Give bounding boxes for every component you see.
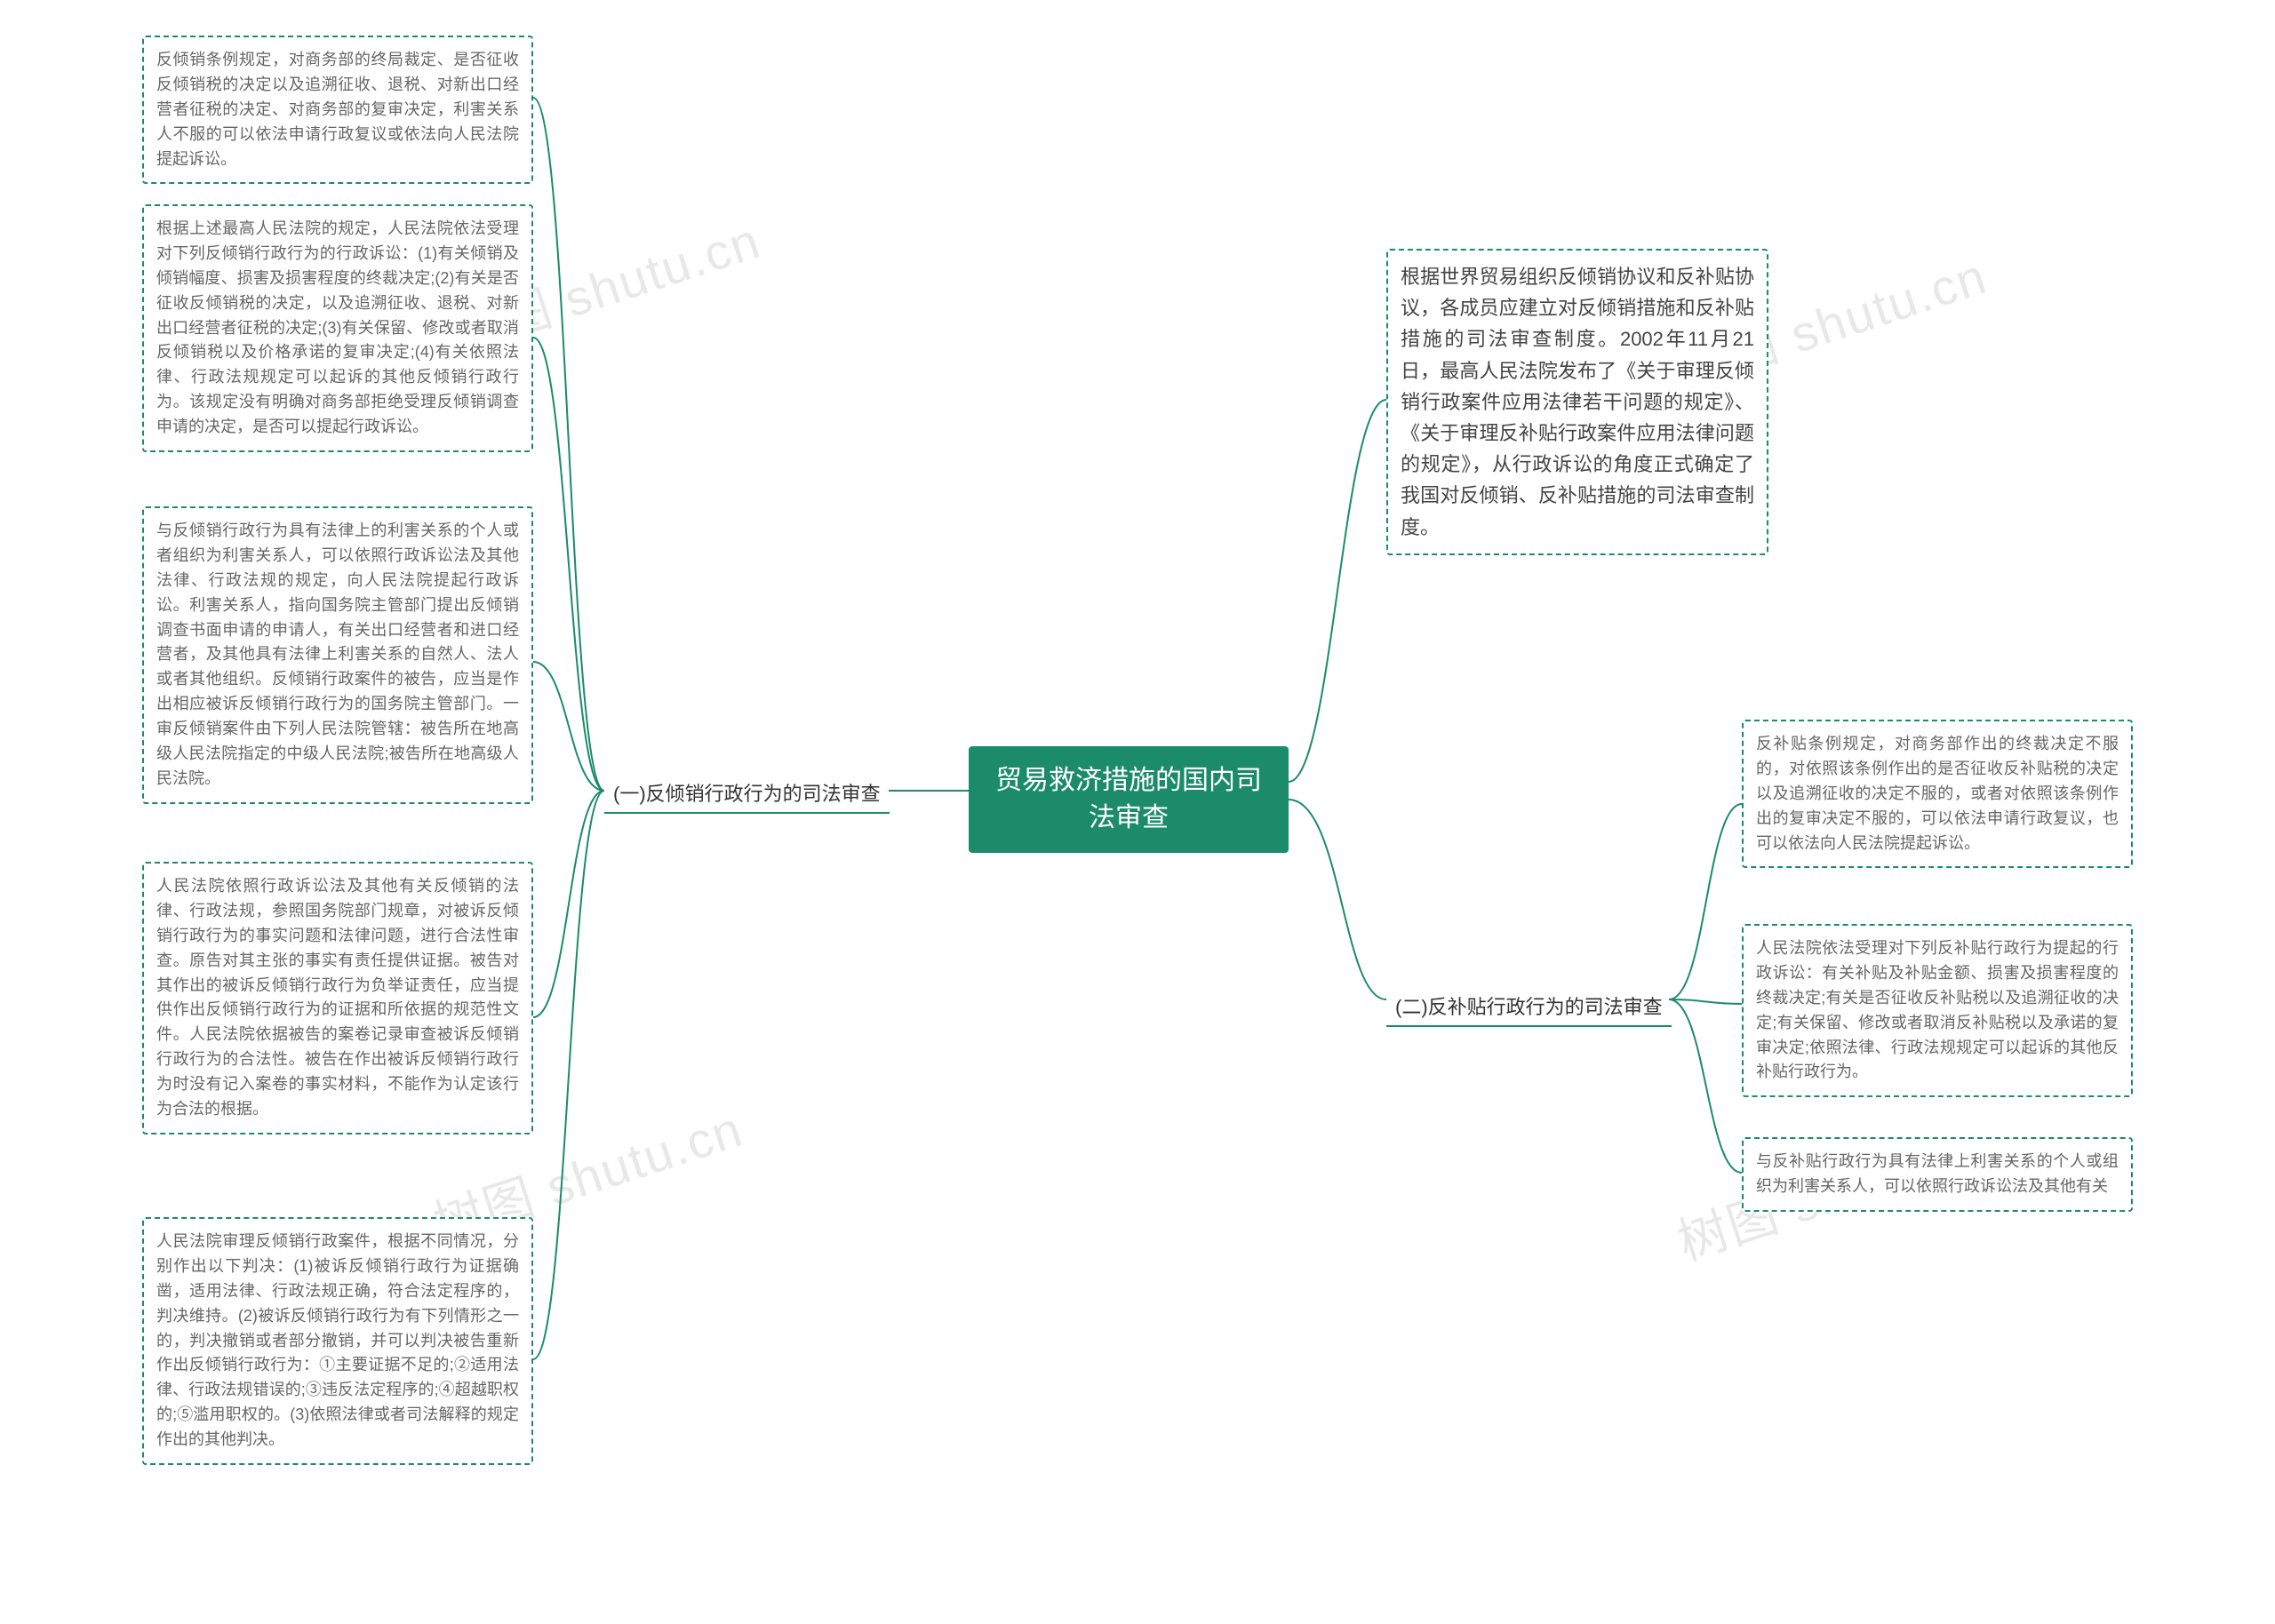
leaf-node: 人民法院依法受理对下列反补贴行政行为提起的行政诉讼：有关补贴及补贴金额、损害及损… bbox=[1742, 924, 2133, 1097]
connector bbox=[1669, 804, 1742, 999]
connector bbox=[1289, 800, 1386, 999]
leaf-node: 与反补贴行政行为具有法律上利害关系的个人或组织为利害关系人，可以依照行政诉讼法及… bbox=[1742, 1137, 2133, 1212]
connector bbox=[533, 791, 604, 1017]
leaf-node: 反倾销条例规定，对商务部的终局裁定、是否征收反倾销税的决定以及追溯征收、退税、对… bbox=[142, 36, 533, 184]
leaf-node: 反补贴条例规定，对商务部作出的终裁决定不服的，对依照该条例作出的是否征收反补贴税… bbox=[1742, 720, 2133, 868]
leaf-node: 根据上述最高人民法院的规定，人民法院依法受理对下列反倾销行政行为的行政诉讼：(1… bbox=[142, 204, 533, 452]
connector bbox=[1669, 999, 1742, 1004]
intro-node: 根据世界贸易组织反倾销协议和反补贴协议，各成员应建立对反倾销措施和反补贴措施的司… bbox=[1386, 249, 1768, 555]
leaf-node: 人民法院审理反倾销行政案件，根据不同情况，分别作出以下判决：(1)被诉反倾销行政… bbox=[142, 1217, 533, 1465]
connector bbox=[1289, 400, 1386, 782]
leaf-node: 与反倾销行政行为具有法律上的利害关系的个人或者组织为利害关系人，可以依照行政诉讼… bbox=[142, 506, 533, 804]
connector bbox=[533, 791, 604, 1359]
connector bbox=[533, 98, 604, 791]
leaf-node: 人民法院依照行政诉讼法及其他有关反倾销的法律、行政法规，参照国务院部门规章，对被… bbox=[142, 862, 533, 1134]
branch-countervailing: (二)反补贴行政行为的司法审查 bbox=[1386, 986, 1672, 1027]
connector bbox=[1669, 999, 1742, 1173]
connector bbox=[533, 338, 604, 791]
connector bbox=[533, 662, 604, 791]
branch-antidumping: (一)反倾销行政行为的司法审查 bbox=[604, 773, 890, 814]
root-node: 贸易救济措施的国内司法审查 bbox=[969, 746, 1289, 853]
